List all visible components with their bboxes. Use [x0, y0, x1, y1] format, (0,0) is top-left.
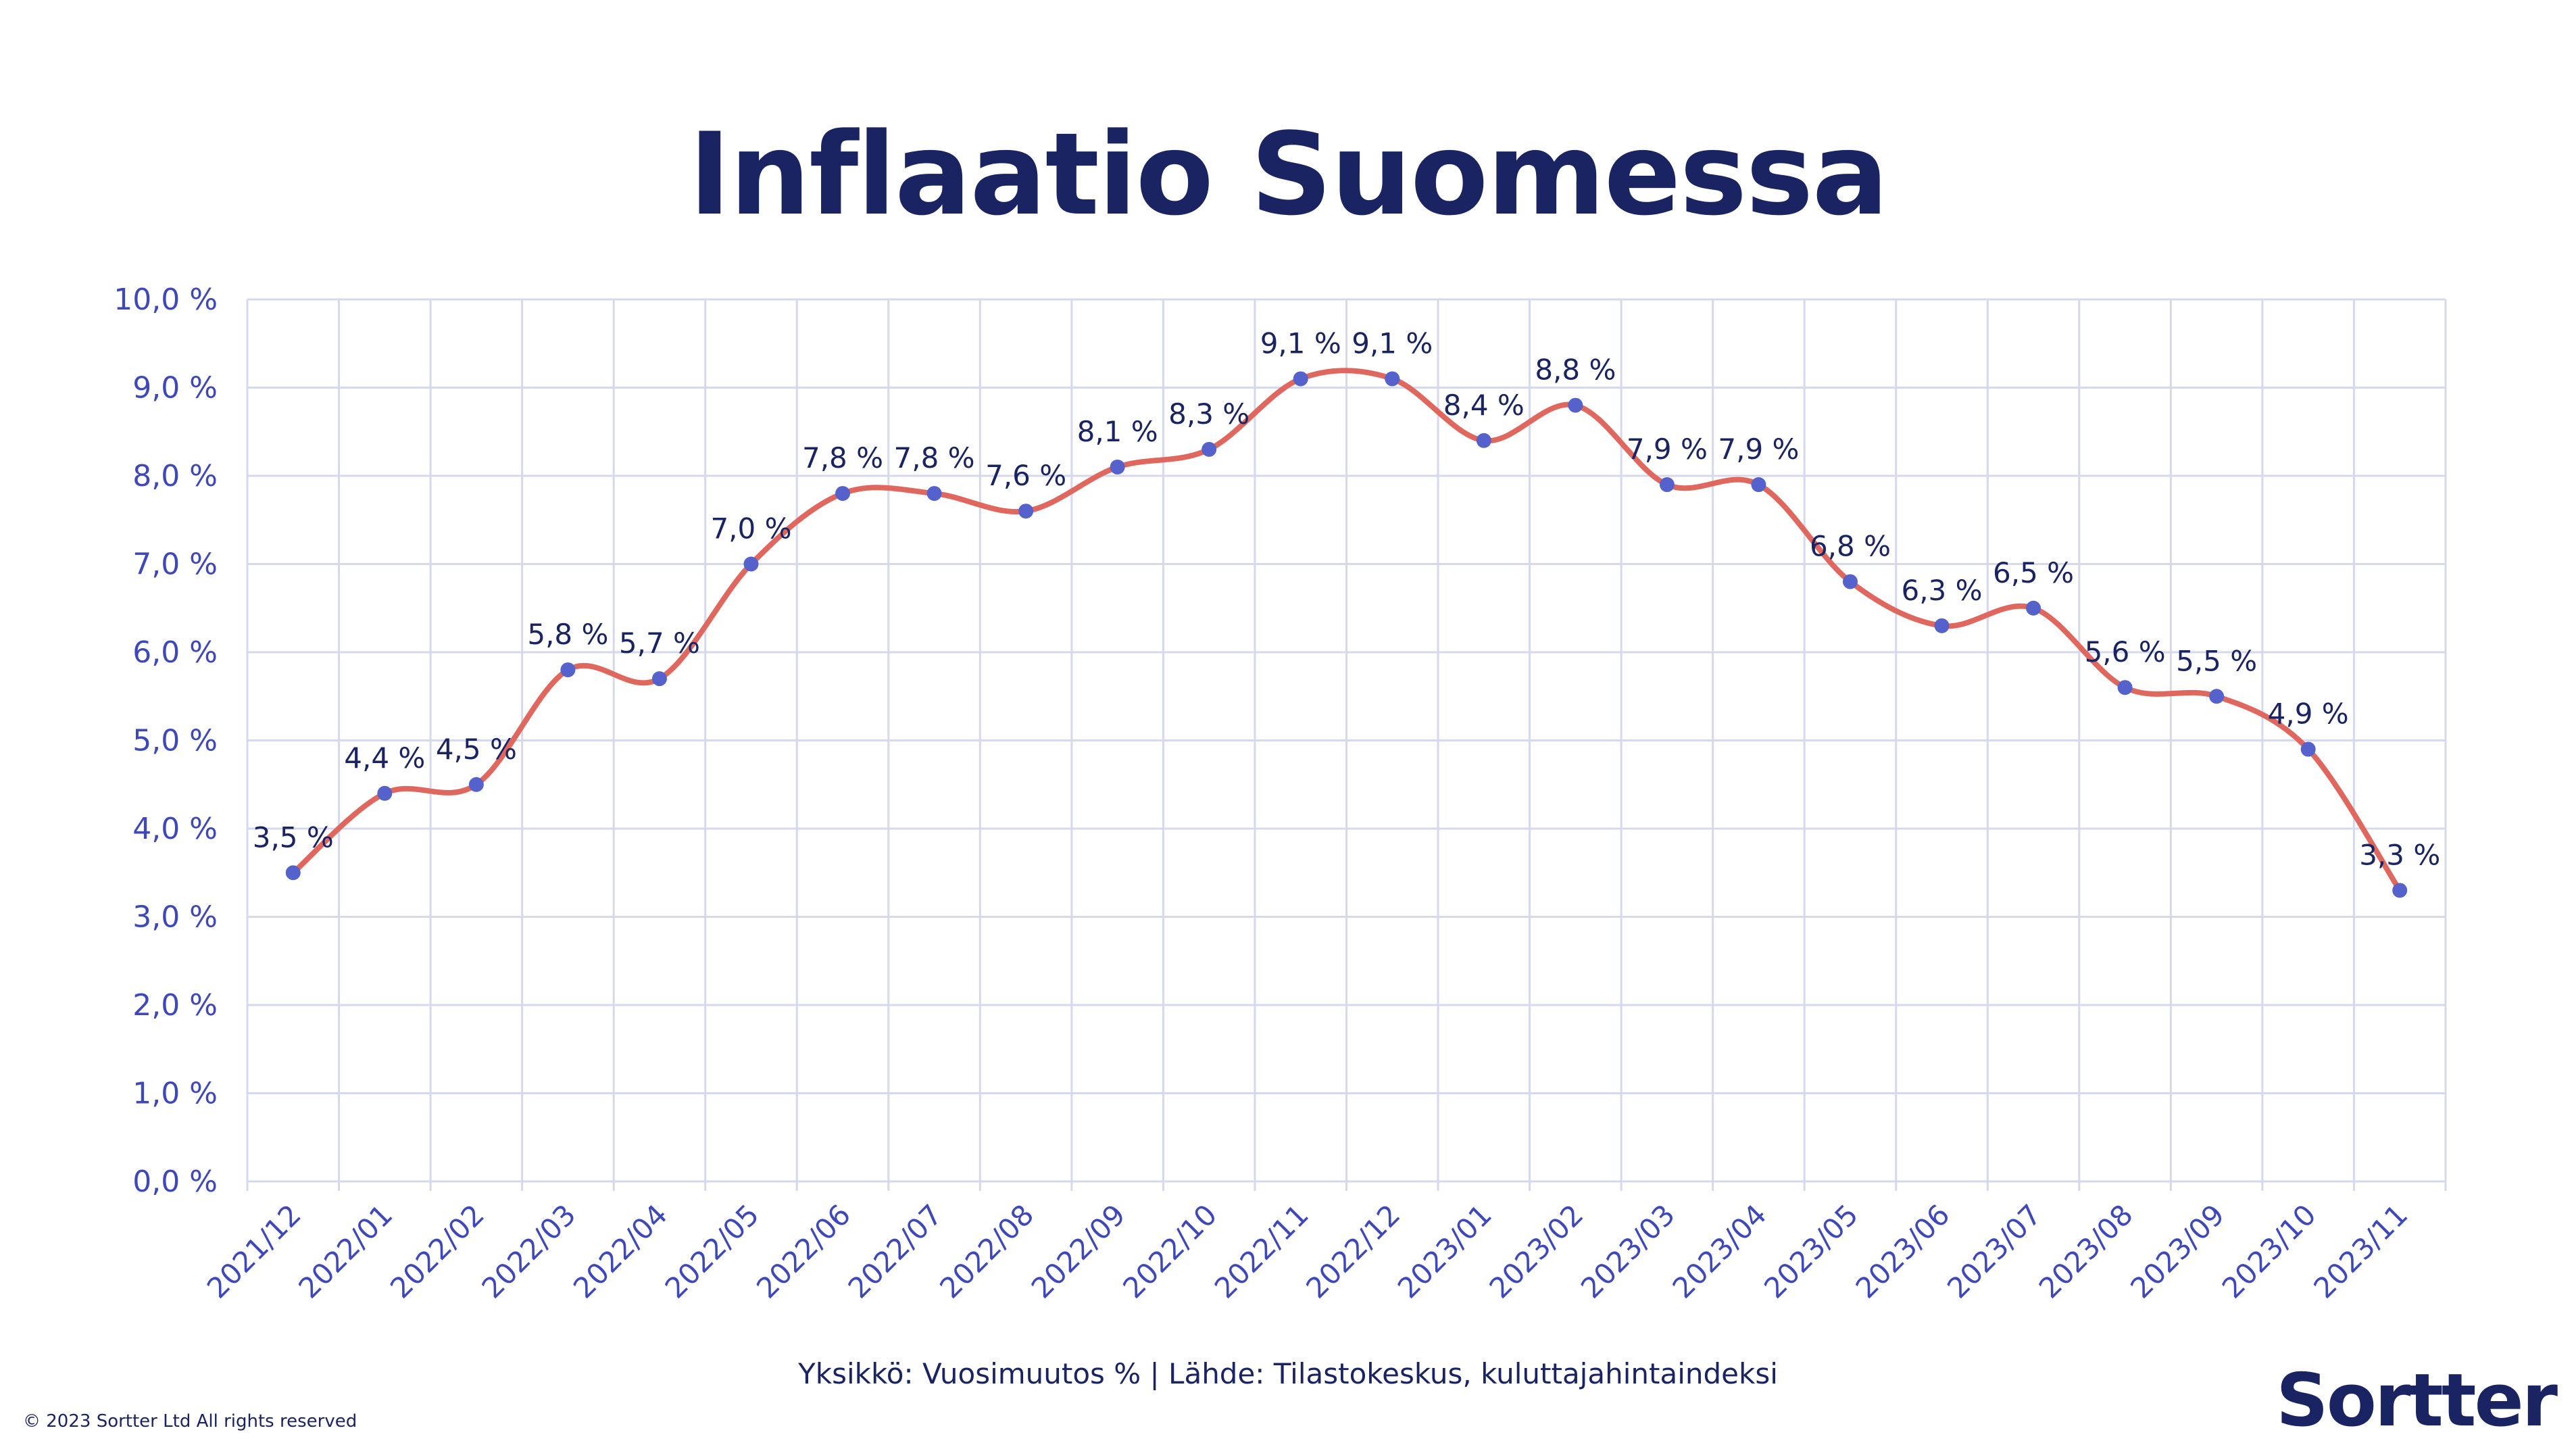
x-tick-label: 2023/01	[1391, 1198, 1498, 1304]
data-label: 7,8 %	[802, 441, 883, 474]
data-point	[1385, 371, 1400, 387]
series-line	[290, 368, 2403, 894]
y-tick-label: 2,0 %	[132, 988, 218, 1023]
y-tick-label: 8,0 %	[132, 459, 218, 493]
data-point	[1110, 459, 1125, 474]
x-tick-label: 2023/03	[1575, 1198, 1681, 1304]
y-tick-label: 5,0 %	[132, 724, 218, 758]
y-axis: 0,0 % 1,0 % 2,0 % 3,0 % 4,0 % 5,0 % 6,0 % 7,0 %…	[114, 283, 218, 1199]
data-point	[1202, 441, 1217, 457]
data-point	[651, 671, 667, 687]
x-tick-label: 2021/12	[201, 1198, 307, 1304]
copyright-notice: © 2023 Sortter Ltd All rights reserved	[23, 1411, 357, 1432]
x-tick-label: 2022/08	[933, 1198, 1040, 1304]
data-label: 5,5 %	[2176, 644, 2257, 677]
data-label: 7,6 %	[985, 459, 1066, 492]
x-tick-label: 2022/06	[750, 1198, 857, 1304]
data-label: 5,8 %	[527, 618, 608, 651]
chart-title: Inflaatio Suomessa	[689, 108, 1889, 241]
data-point	[1659, 477, 1675, 493]
data-label: 6,3 %	[1901, 574, 1982, 607]
data-point	[2392, 883, 2408, 898]
y-tick-label: 4,0 %	[132, 812, 218, 846]
data-label: 8,4 %	[1443, 389, 1525, 422]
data-point	[1293, 371, 1308, 387]
data-label: 3,3 %	[2359, 838, 2440, 871]
data-label: 8,8 %	[1535, 353, 1616, 387]
x-tick-label: 2022/12	[1299, 1198, 1406, 1304]
x-tick-label: 2023/05	[1758, 1198, 1864, 1304]
source-caption: Yksikkö: Vuosimuutos % | Lähde: Tilastok…	[798, 1357, 1778, 1390]
y-tick-label: 7,0 %	[132, 547, 218, 582]
x-tick-label: 2022/01	[292, 1198, 399, 1304]
x-tick-label: 2022/04	[567, 1198, 674, 1304]
x-tick-label: 2023/02	[1483, 1198, 1589, 1304]
data-labels: 3,5 % 4,4 % 4,5 % 5,8 % 5,7 % 7,0 % 7,8 % 7,8 %…	[253, 326, 2441, 871]
data-label: 9,1 %	[1260, 326, 1341, 360]
data-label: 4,5 %	[436, 733, 517, 766]
data-label: 8,1 %	[1077, 415, 1158, 448]
data-point	[926, 486, 942, 502]
x-tick-label: 2023/08	[2033, 1198, 2139, 1304]
x-tick-label: 2023/04	[1666, 1198, 1773, 1304]
x-axis: 2021/122022/012022/022022/032022/042022/…	[201, 1198, 2414, 1304]
x-tick-label: 2022/10	[1116, 1198, 1223, 1304]
data-point	[1751, 477, 1766, 493]
data-label: 7,9 %	[1718, 433, 1799, 466]
x-tick-label: 2022/11	[1208, 1198, 1315, 1304]
data-point	[835, 486, 851, 502]
data-label: 6,8 %	[1810, 530, 1891, 563]
data-point	[1568, 397, 1583, 413]
data-point	[468, 777, 484, 792]
data-point	[743, 556, 759, 572]
data-point	[560, 662, 576, 678]
data-label: 4,9 %	[2268, 698, 2349, 731]
x-tick-label: 2022/07	[842, 1198, 949, 1304]
data-points	[285, 371, 2408, 898]
data-label: 7,8 %	[894, 441, 975, 474]
x-tick-label: 2022/05	[659, 1198, 766, 1304]
x-tick-label: 2023/10	[2216, 1198, 2323, 1304]
data-point	[1018, 504, 1034, 519]
y-tick-label: 10,0 %	[114, 283, 218, 317]
y-tick-label: 3,0 %	[132, 900, 218, 935]
data-point	[2117, 680, 2133, 695]
grid	[246, 298, 2447, 1191]
x-tick-label: 2023/06	[1850, 1198, 1956, 1304]
data-point	[377, 785, 393, 801]
data-label: 7,0 %	[710, 512, 791, 545]
data-label: 9,1 %	[1352, 326, 1433, 360]
x-tick-label: 2022/09	[1025, 1198, 1132, 1304]
data-point	[2300, 741, 2316, 757]
data-label: 8,3 %	[1168, 397, 1249, 431]
y-tick-label: 6,0 %	[132, 635, 218, 670]
x-tick-label: 2022/02	[384, 1198, 491, 1304]
data-label: 7,9 %	[1627, 433, 1708, 466]
data-point	[2209, 689, 2225, 704]
y-tick-label: 0,0 %	[132, 1165, 218, 1199]
data-label: 5,7 %	[619, 627, 700, 660]
data-label: 4,4 %	[344, 741, 425, 775]
x-tick-label: 2023/09	[2124, 1198, 2231, 1304]
data-point	[1476, 433, 1491, 448]
data-point	[2026, 600, 2041, 616]
data-label: 5,6 %	[2085, 635, 2166, 668]
y-tick-label: 9,0 %	[132, 371, 218, 406]
data-point	[1934, 618, 1950, 633]
x-tick-label: 2022/03	[475, 1198, 582, 1304]
x-tick-label: 2023/07	[1941, 1198, 2048, 1304]
data-point	[285, 865, 301, 881]
y-tick-label: 1,0 %	[132, 1077, 218, 1111]
x-tick-label: 2023/11	[2307, 1198, 2414, 1304]
data-point	[1842, 574, 1858, 589]
data-label: 3,5 %	[253, 821, 334, 854]
sortter-logo: Sortter	[2275, 1359, 2558, 1443]
data-label: 6,5 %	[1993, 556, 2074, 589]
